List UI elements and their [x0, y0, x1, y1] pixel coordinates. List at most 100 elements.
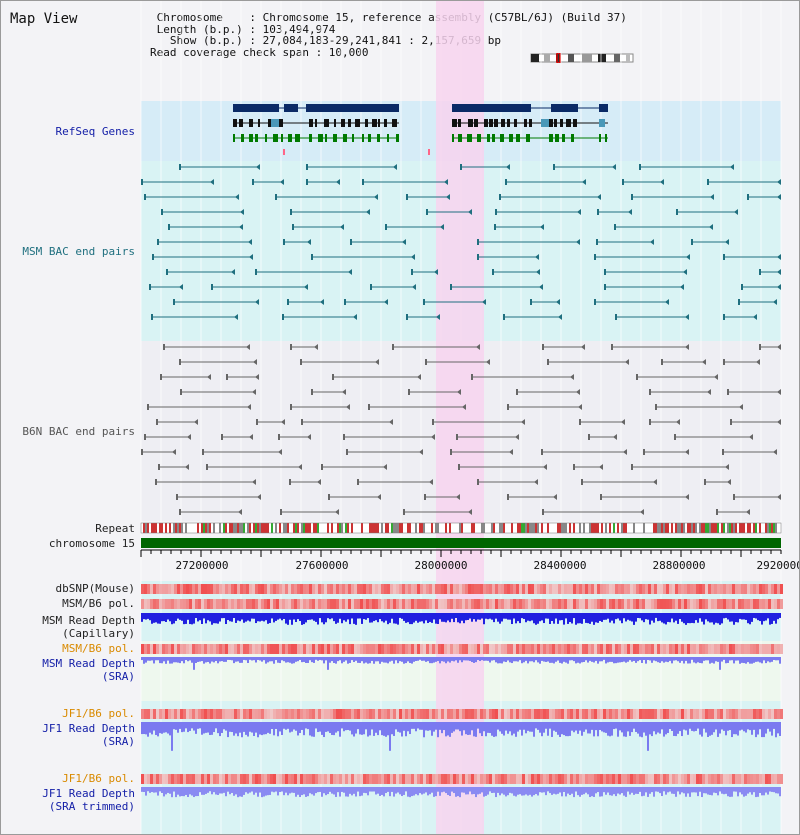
pol-strip-cell	[666, 709, 669, 719]
repeat-block	[489, 523, 491, 533]
pol-strip-cell	[315, 709, 318, 719]
pol-strip-cell	[351, 599, 354, 609]
depth-bar	[219, 722, 221, 737]
pol-strip-cell	[543, 774, 546, 784]
depth-bar	[751, 787, 753, 795]
msm-bac-end	[553, 164, 555, 170]
depth-bar	[181, 787, 183, 797]
depth-bar	[217, 722, 219, 734]
pol-strip-cell	[507, 709, 510, 719]
b6n-bac-end	[431, 434, 435, 440]
pol-strip-cell	[771, 584, 774, 594]
depth-bar	[251, 787, 253, 792]
depth-bar	[305, 722, 307, 729]
depth-bar	[531, 722, 533, 732]
depth-bar	[347, 787, 349, 797]
b6n-bac-end	[346, 449, 348, 455]
depth-bar	[329, 613, 331, 620]
pol-strip-cell	[303, 644, 306, 654]
depth-bar	[765, 787, 767, 793]
b6n-bac-end	[456, 494, 460, 500]
depth-bar	[393, 613, 395, 624]
pol-strip-cell	[339, 644, 342, 654]
depth-bar	[683, 613, 685, 624]
pol-strip-cell	[426, 584, 429, 594]
pol-strip-cell	[633, 709, 636, 719]
depth-bar	[277, 787, 279, 796]
repeat-block	[155, 523, 157, 533]
pol-strip-cell	[768, 599, 771, 609]
depth-bar	[719, 613, 721, 625]
depth-bar	[593, 787, 595, 797]
b6n-bac-end	[576, 389, 580, 395]
depth-bar	[631, 657, 633, 662]
pol-strip-cell	[651, 599, 654, 609]
b6n-bac-end	[155, 479, 157, 485]
repeat-block	[653, 523, 655, 533]
depth-bar	[757, 787, 759, 797]
b6n-bac-end	[172, 449, 176, 455]
msm-bac-end	[141, 179, 143, 185]
repeat-block	[223, 523, 225, 533]
depth-bar	[373, 613, 375, 622]
repeat-block	[703, 523, 705, 533]
b6n-bac-end	[252, 479, 256, 485]
msm-bac-end	[344, 299, 346, 305]
pol-strip-cell	[567, 774, 570, 784]
depth-bar	[389, 722, 391, 751]
pol-strip-cell	[777, 644, 780, 654]
depth-bar	[619, 657, 621, 663]
pol-strip-cell	[774, 644, 777, 654]
pol-strip-cell	[504, 584, 507, 594]
depth-bar	[443, 657, 445, 662]
repeat-block	[755, 523, 757, 533]
depth-bar	[151, 722, 153, 735]
depth-bar	[375, 722, 377, 733]
pol-strip-cell	[375, 584, 378, 594]
repeat-block	[617, 523, 619, 533]
pol-strip-cell	[756, 599, 759, 609]
pol-strip-cell	[432, 644, 435, 654]
msm-bac-end	[393, 164, 397, 170]
depth-bar	[739, 657, 741, 664]
ruler-tick-label: 27600000	[295, 559, 349, 572]
repeat-block	[575, 523, 577, 533]
pol-strip-cell	[192, 709, 195, 719]
repeat-block	[493, 523, 495, 533]
pol-strip-cell	[480, 599, 483, 609]
chromosome-ideogram[interactable]	[530, 53, 634, 63]
pol-strip-cell	[255, 774, 258, 784]
pol-strip-cell	[564, 584, 567, 594]
depth-bar	[253, 613, 255, 619]
b6n-bac-end	[247, 404, 251, 410]
pol-strip-cell	[513, 774, 516, 784]
pol-strip-cell	[390, 584, 393, 594]
depth-bar	[215, 787, 217, 795]
depth-bar	[391, 722, 393, 735]
depth-bar	[449, 657, 451, 663]
pol-strip-cell	[540, 709, 543, 719]
depth-bar	[409, 657, 411, 664]
depth-bar	[639, 657, 641, 661]
pol-strip-cell	[546, 584, 549, 594]
depth-bar	[543, 657, 545, 662]
depth-bar	[457, 657, 459, 663]
pol-strip-cell	[261, 709, 264, 719]
depth-bar	[673, 787, 675, 794]
depth-bar	[415, 787, 417, 795]
pol-strip-cell	[264, 774, 267, 784]
depth-bar	[567, 613, 569, 624]
pol-strip-cell	[315, 599, 318, 609]
pol-strip-cell	[765, 599, 768, 609]
pol-strip-cell	[528, 584, 531, 594]
depth-bar	[345, 787, 347, 797]
pol-strip-cell	[576, 599, 579, 609]
depth-bar	[385, 613, 387, 621]
b6n-bac-end	[280, 509, 282, 515]
b6n-bac-end	[623, 449, 627, 455]
depth-bar	[203, 657, 205, 664]
pol-strip-cell	[330, 599, 333, 609]
b6n-bac-end	[226, 374, 228, 380]
depth-bar	[615, 787, 617, 797]
depth-bar	[533, 657, 535, 663]
